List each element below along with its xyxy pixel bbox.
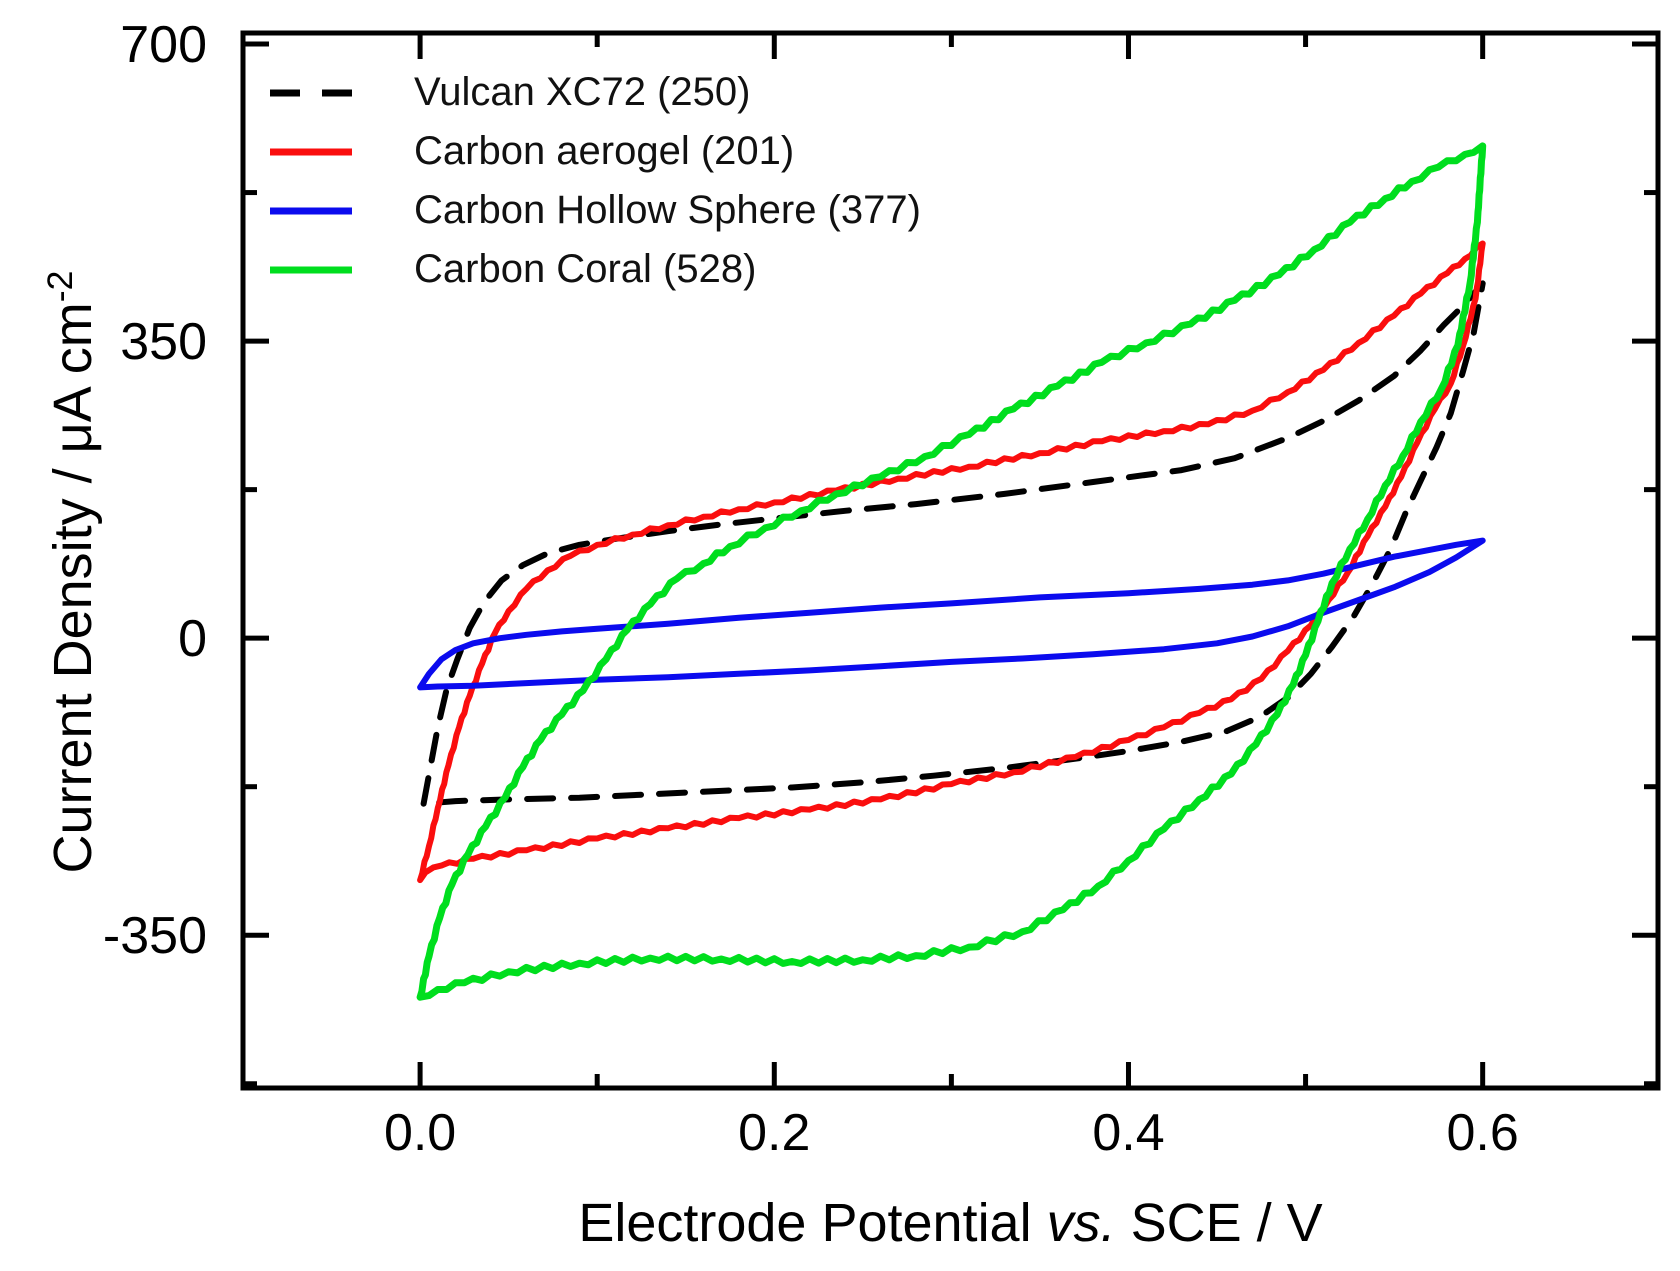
legend-swatch-dashed-line (270, 89, 352, 96)
x-axis-label-pre: Electrode Potential (578, 1193, 1047, 1253)
y-tick-label: 700 (120, 16, 207, 74)
x-axis-label-vs: vs. (1046, 1193, 1116, 1253)
axis-ticks (240, 33, 1658, 1088)
legend-item-coral: Carbon Coral (528) (270, 240, 921, 299)
x-tick-label: 0.2 (738, 1104, 810, 1162)
y-axis-label: Current Density / μA cm-2 (40, 271, 104, 874)
x-axis-label-post: SCE / V (1115, 1193, 1323, 1253)
legend-swatch-green-line (270, 266, 352, 273)
series-layer (416, 142, 1487, 1001)
legend-item-aerogel: Carbon aerogel (201) (270, 122, 921, 181)
legend-label: Vulcan XC72 (250) (414, 70, 751, 114)
legend-label: Carbon aerogel (201) (414, 129, 795, 173)
x-tick-label: 0.0 (384, 1104, 456, 1162)
legend-label: Carbon Coral (528) (414, 247, 757, 291)
y-axis-label-exponent: -2 (40, 270, 80, 303)
x-tick-label: 0.6 (1447, 1104, 1519, 1162)
y-tick-label: 0 (178, 610, 207, 668)
series-curve-2 (417, 537, 1486, 691)
x-tick-label: 0.4 (1092, 1104, 1164, 1162)
series-curve-1 (417, 240, 1486, 884)
y-axis-label-main: Current Density / μA cm (43, 302, 103, 874)
x-axis-label: Electrode Potential vs. SCE / V (243, 1192, 1658, 1254)
legend-item-vulcan: Vulcan XC72 (250) (270, 63, 921, 122)
legend-swatch-red-line (270, 148, 352, 155)
y-tick-label: 350 (120, 313, 207, 371)
series-curve-3 (416, 142, 1487, 1001)
legend-label: Carbon Hollow Sphere (377) (414, 188, 921, 232)
legend-swatch-blue-line (270, 207, 352, 214)
series-curve-0 (420, 280, 1486, 807)
y-tick-label: -350 (103, 907, 207, 965)
legend-item-hollow-sphere: Carbon Hollow Sphere (377) (270, 181, 921, 240)
legend: Vulcan XC72 (250) Carbon aerogel (201) C… (270, 63, 921, 299)
axis-tick-labels: 0.0 0.2 0.4 0.6 700 350 0 -350 (103, 16, 1519, 1162)
